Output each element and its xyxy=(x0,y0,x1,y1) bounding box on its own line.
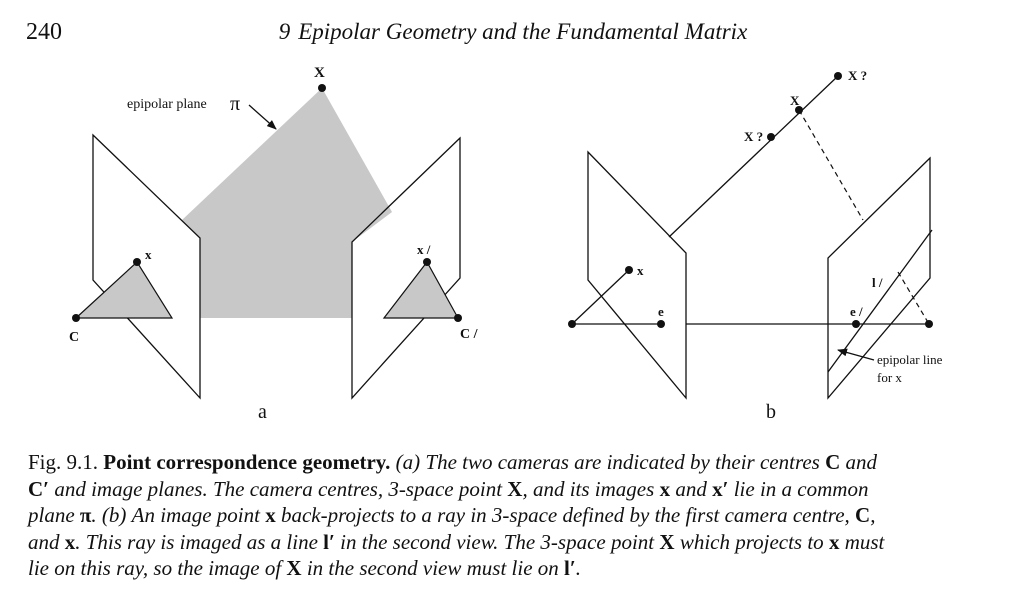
left-image-plane-b xyxy=(587,150,687,400)
caption-symbol: X xyxy=(659,529,675,554)
camera-centre-C xyxy=(568,320,576,328)
caption-text: lie in a common xyxy=(733,476,869,501)
back-projected-ray xyxy=(668,75,839,238)
label-C-prime: C / xyxy=(460,327,479,342)
epipolar-plane-arrow xyxy=(248,104,277,130)
epipolar-line-l-prime xyxy=(827,229,933,373)
caption-symbol: x xyxy=(828,529,840,554)
ray-segment-c-to-x xyxy=(571,269,630,325)
label-x-prime: x / xyxy=(417,242,431,257)
caption-text: , and its images xyxy=(522,476,655,501)
epipolar-plane-label: epipolar plane xyxy=(127,97,207,112)
camera-centre-C-prime xyxy=(454,314,462,322)
epipolar-line-label-2: for x xyxy=(877,370,902,385)
caption-line-3: plane π. (b) An image point x back-proje… xyxy=(28,502,1008,529)
caption-symbol: C xyxy=(855,503,871,527)
caption-symbol: l′ xyxy=(564,556,576,580)
chapter-title: Epipolar Geometry and the Fundamental Ma… xyxy=(298,19,748,44)
caption-symbol: x xyxy=(659,476,671,501)
label-X: X xyxy=(314,65,325,81)
caption-fig-number: Fig. 9.1. xyxy=(28,450,99,474)
panel-label-b: b xyxy=(766,401,776,423)
point-X-q1 xyxy=(834,72,842,80)
label-X: X xyxy=(790,93,800,108)
left-image-plane xyxy=(92,133,201,400)
label-x: x xyxy=(637,263,644,278)
caption-text: must xyxy=(844,529,885,554)
caption-line-2: C′ and image planes. The camera centres,… xyxy=(28,476,1008,503)
label-e-prime: e / xyxy=(850,304,863,319)
epipolar-plane-shading xyxy=(182,88,392,318)
caption-symbol: C′ xyxy=(28,476,50,501)
label-X-q2: X ? xyxy=(744,129,763,144)
running-head: 9 Epipolar Geometry and the Fundamental M… xyxy=(0,18,1026,46)
caption-text: (a) The two cameras are indicated by the… xyxy=(395,450,820,474)
epipole-e-prime xyxy=(852,320,860,328)
caption-text: and xyxy=(28,529,60,554)
label-C: C xyxy=(69,330,79,345)
caption-symbol: x′ xyxy=(712,476,729,501)
point-X xyxy=(318,84,326,92)
pi-symbol: π xyxy=(230,93,240,115)
dashed-projection-to-C-prime xyxy=(897,271,930,325)
caption-symbol: x xyxy=(64,529,76,554)
caption-text: . (b) An image point xyxy=(91,503,260,527)
caption-text: and xyxy=(845,450,878,474)
label-l-prime: l / xyxy=(872,275,883,290)
right-image-plane xyxy=(351,136,461,400)
figure-9-1: epipolar plane π X x C x / C / a xyxy=(69,65,943,423)
caption-text: . This ray is imaged as a line xyxy=(75,529,318,554)
caption-symbol: C xyxy=(825,450,841,474)
label-e: e xyxy=(658,304,664,319)
caption-symbol: l′ xyxy=(323,529,335,554)
camera-centre-C xyxy=(72,314,80,322)
epipolar-line-arrow xyxy=(837,348,875,361)
caption-symbol: X xyxy=(286,556,302,580)
point-x xyxy=(133,258,141,266)
epipolar-line-label-1: epipolar line xyxy=(877,352,943,367)
point-x xyxy=(625,266,633,274)
label-X-q1: X ? xyxy=(848,68,867,83)
caption-text: lie on this ray, so the image of xyxy=(28,556,282,580)
dashed-projection-from-X xyxy=(798,109,864,221)
caption-line-5: lie on this ray, so the image of X in th… xyxy=(28,555,1008,582)
caption-text: and xyxy=(675,476,707,501)
caption-symbol: π xyxy=(79,503,92,527)
point-X-q2 xyxy=(767,133,775,141)
caption-text: , xyxy=(870,503,876,527)
caption-line-4: and x. This ray is imaged as a line l′ i… xyxy=(28,529,1008,556)
caption-text: which projects to xyxy=(679,529,824,554)
page-number: 240 xyxy=(26,19,62,45)
caption-symbol: x xyxy=(265,503,276,527)
caption-text: plane xyxy=(28,503,75,527)
chapter-number: 9 xyxy=(278,19,291,44)
epipole-e xyxy=(657,320,665,328)
caption-text: in the second view. The 3-space point xyxy=(340,529,655,554)
right-image-triangle xyxy=(382,260,460,319)
caption-text: and image planes. The camera centres, 3-… xyxy=(54,476,503,501)
panel-label-a: a xyxy=(258,401,267,423)
caption-text: . xyxy=(575,556,582,580)
panel-b: X ? X X ? x e e / l / epipolar line for … xyxy=(568,68,943,423)
point-X xyxy=(795,106,803,114)
panel-a: epipolar plane π X x C x / C / a xyxy=(69,65,479,423)
camera-centre-C-prime xyxy=(925,320,933,328)
right-image-plane-b xyxy=(827,156,931,400)
figure-caption: Fig. 9.1. Point correspondence geometry.… xyxy=(28,449,1008,582)
left-image-triangle xyxy=(74,261,174,319)
caption-symbol: X xyxy=(507,476,523,501)
caption-text: back-projects to a ray in 3-space define… xyxy=(280,503,850,527)
point-x-prime xyxy=(423,258,431,266)
caption-line-1: Fig. 9.1. Point correspondence geometry.… xyxy=(28,449,1008,476)
label-x: x xyxy=(145,247,152,262)
caption-text: in the second view must lie on xyxy=(306,556,559,580)
caption-title: Point correspondence geometry. xyxy=(103,450,391,474)
